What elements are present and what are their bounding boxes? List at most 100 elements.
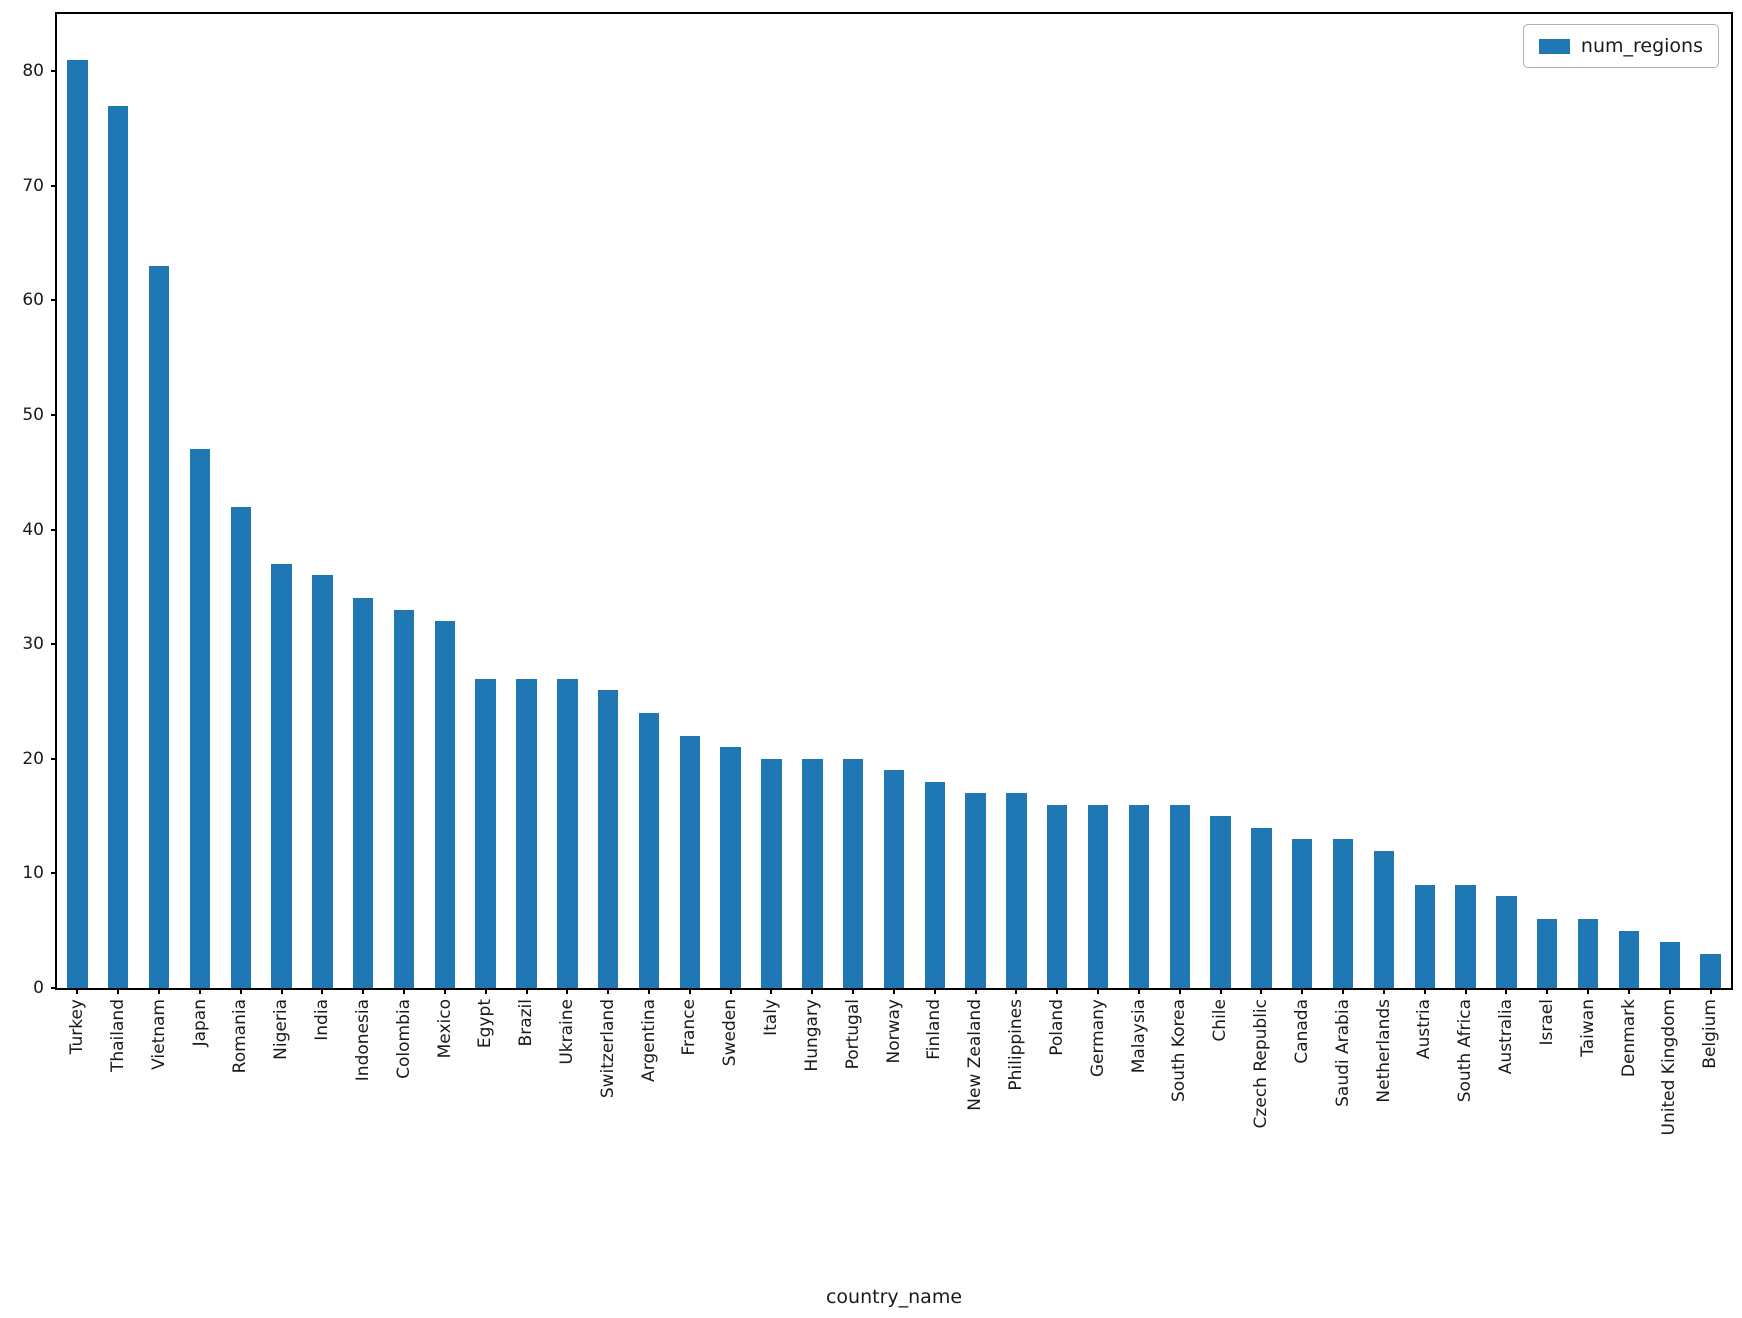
bar (1700, 953, 1721, 988)
bar-slot: Thailand (98, 14, 139, 1072)
y-tick-mark (51, 184, 57, 187)
bar (1087, 804, 1109, 988)
y-tick: 60 (22, 290, 57, 310)
bar-slot: United Kingdom (1649, 14, 1690, 1135)
bar (883, 770, 905, 988)
bar-slot: New Zealand (955, 14, 996, 1111)
bar (108, 105, 129, 988)
x-tick-mark (1464, 988, 1467, 994)
bar (1537, 919, 1558, 988)
x-tick-mark (1178, 988, 1181, 994)
legend-label: num_regions (1580, 35, 1703, 57)
y-tick: 70 (22, 176, 57, 196)
bar (842, 758, 864, 988)
y-tick-mark (51, 872, 57, 875)
bar-slot: Chile (1200, 14, 1241, 1042)
bar (1455, 884, 1476, 988)
bar-slot: Belgium (1690, 14, 1731, 1069)
y-tick-label: 30 (22, 634, 44, 655)
bar-slot: Italy (751, 14, 792, 1036)
bar-slot: Portugal (833, 14, 874, 1069)
x-tick-mark (1505, 988, 1508, 994)
bar (965, 793, 986, 988)
y-tick-label: 0 (33, 978, 44, 998)
bar (557, 678, 578, 988)
bar (1496, 896, 1517, 988)
x-tick-mark (1301, 988, 1304, 994)
y-tick-mark (51, 643, 57, 646)
y-tick-mark (51, 299, 57, 302)
y-tick-mark (51, 70, 57, 73)
y-tick-label: 80 (22, 61, 44, 82)
bar (679, 735, 701, 988)
y-tick-label: 10 (22, 863, 44, 884)
bar (393, 609, 415, 988)
x-axis-title: country_name (825, 1286, 963, 1308)
bar (353, 598, 374, 988)
bar (638, 713, 660, 988)
bar (475, 678, 496, 988)
x-tick-mark (362, 988, 365, 994)
x-tick-mark (403, 988, 406, 994)
bar-slot: Israel (1527, 14, 1568, 1045)
x-tick-mark (770, 988, 773, 994)
bar (516, 678, 537, 988)
x-tick-mark (1342, 988, 1345, 994)
bar (189, 449, 211, 988)
y-tick: 10 (22, 863, 57, 883)
bar-slot: Hungary (792, 14, 833, 1072)
bar (1332, 839, 1354, 988)
bar-slot: Saudi Arabia (1323, 14, 1364, 1107)
x-tick-mark (198, 988, 201, 994)
bars-container: Turkey Thailand Vietnam Japan Romania Nigeria… (57, 14, 1731, 1135)
bar (1251, 827, 1272, 988)
y-tick-mark (51, 757, 57, 760)
x-tick-mark (1260, 988, 1263, 994)
y-tick-label: 20 (22, 748, 44, 769)
y-tick: 0 (33, 978, 57, 998)
x-tick-mark (239, 988, 242, 994)
bar-slot: Norway (874, 14, 915, 1064)
x-tick-mark (1137, 988, 1140, 994)
y-tick-label: 50 (22, 405, 44, 426)
x-tick-mark (933, 988, 936, 994)
x-tick-label-text: Belgium (1700, 999, 1721, 1069)
bar-slot: Malaysia (1119, 14, 1160, 1073)
bar (1128, 804, 1150, 988)
bar (1169, 804, 1190, 988)
bar-slot: South Africa (1445, 14, 1486, 1102)
legend-swatch (1538, 38, 1570, 54)
bar (1659, 942, 1680, 988)
bar (312, 575, 333, 988)
bar (1577, 919, 1599, 988)
bar (1292, 839, 1313, 988)
x-tick-mark (1015, 988, 1018, 994)
bar (1047, 804, 1068, 988)
bar (720, 747, 741, 988)
bar-slot: Finland (914, 14, 955, 1060)
bar-slot: France (669, 14, 710, 1056)
bar (271, 564, 292, 988)
bar-slot: India (302, 14, 343, 1041)
plot-area: Turkey Thailand Vietnam Japan Romania Nigeria… (22, 12, 1733, 1135)
x-tick-mark (1627, 988, 1630, 994)
x-tick-mark (648, 988, 650, 994)
bar (1618, 930, 1640, 988)
bar (1373, 850, 1395, 988)
bar-slot: Poland (1037, 14, 1078, 1056)
x-tick-mark (280, 988, 283, 994)
bar (1414, 884, 1435, 988)
x-tick-mark (852, 988, 855, 994)
bar-slot: Indonesia (343, 14, 384, 1081)
x-tick-label: Belgium (1670, 999, 1742, 1069)
bar-slot: Mexico (424, 14, 465, 1058)
x-tick-mark (117, 988, 120, 994)
bar (761, 758, 782, 988)
bar-slot: Ukraine (547, 14, 588, 1065)
x-tick-mark (1668, 988, 1671, 994)
bar-slot: Switzerland (588, 14, 629, 1098)
y-tick: 40 (22, 520, 57, 540)
bar-slot: Germany (1078, 14, 1119, 1077)
bar-slot: Sweden (710, 14, 751, 1066)
